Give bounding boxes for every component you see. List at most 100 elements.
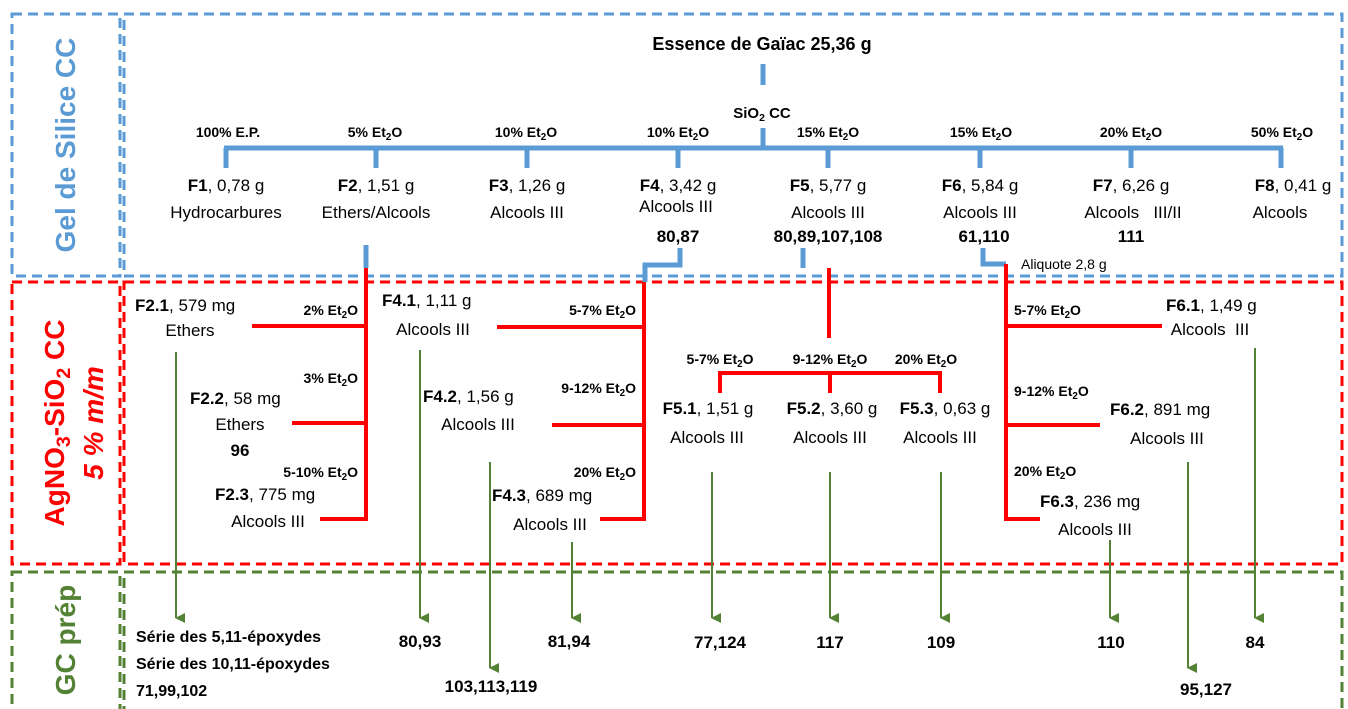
subfraction-id: F2.2 <box>190 389 225 408</box>
aliquote-label: Aliquote 2,8 g <box>1021 256 1107 272</box>
subfraction-id: F2.3 <box>215 485 250 504</box>
gc-result-7: 110 <box>1097 633 1125 652</box>
eluent-f4-3: 20% Et2O <box>573 464 636 483</box>
eluent-f4-1: 5-7% Et2O <box>569 302 636 321</box>
gc-result-5: 117 <box>816 633 844 652</box>
fraction-f3-class: Alcools III <box>490 203 564 222</box>
fraction-f6-compounds: 61,110 <box>958 227 1010 246</box>
fraction-f3: F3, 1,26 g <box>489 176 566 196</box>
subfraction-mass: , 1,51 g <box>696 399 754 418</box>
fraction-mass: , 0,41 g <box>1274 176 1332 195</box>
fraction-id: F3 <box>488 176 509 195</box>
eluent-f1: 100% E.P. <box>195 124 261 140</box>
subfraction-f6-1: F6.1, 1,49 g <box>1166 296 1257 316</box>
gc-result-2: 103,113,119 <box>444 677 538 696</box>
fraction-mass: , 5,84 g <box>961 176 1019 195</box>
subfraction-mass: , 1,11 g <box>416 291 472 310</box>
fraction-f8-class: Alcools <box>1252 203 1308 222</box>
subfraction-id: F6.3 <box>1040 492 1075 511</box>
subfraction-mass: , 579 mg <box>169 296 236 315</box>
gc-result-9: 84 <box>1245 633 1265 652</box>
subfraction-f4-2-class: Alcools III <box>441 415 515 434</box>
fraction-f5-class: Alcools III <box>791 203 865 222</box>
subfraction-id: F6.1 <box>1166 296 1201 315</box>
subfraction-f2-2-compounds: 96 <box>230 441 250 460</box>
fraction-f6: F6, 5,84 g <box>942 176 1019 196</box>
subfraction-f2-2: F2.2, 58 mg <box>190 389 281 409</box>
subfraction-mass: , 775 mg <box>249 485 316 504</box>
subfraction-id: F6.2 <box>1110 400 1145 419</box>
subfraction-f4-1-class: Alcools III <box>396 320 470 339</box>
subfraction-f2-2-class: Ethers <box>215 415 265 434</box>
subfraction-mass: , 1,49 g <box>1200 296 1257 315</box>
fraction-f5-compounds: 80,89,107,108 <box>773 227 883 246</box>
subfraction-mass: , 891 mg <box>1144 400 1211 419</box>
fraction-f2-class: Ethers/Alcools <box>321 203 431 222</box>
fraction-id: F1 <box>187 176 208 195</box>
eluent-f5: 15% Et2O <box>796 124 860 143</box>
subfraction-f4-3-class: Alcools III <box>513 515 587 534</box>
fraction-f7: F7, 6,26 g <box>1093 176 1170 196</box>
fraction-mass: , 6,26 g <box>1112 176 1170 195</box>
eluent-f2-1: 2% Et2O <box>303 302 358 321</box>
gc-epoxy-series-2: Série des 10,11-époxydes <box>136 656 330 673</box>
eluent-f6-3: 20% Et2O <box>1014 463 1077 482</box>
gc-result-4: 77,124 <box>694 633 746 652</box>
subfraction-mass: , 58 mg <box>224 389 281 408</box>
fraction-f4: F4, 3,42 g <box>640 176 717 196</box>
subfraction-mass: , 3,60 g <box>820 399 878 418</box>
eluent-f7: 20% Et2O <box>1099 124 1163 143</box>
subfraction-f5-2: F5.2, 3,60 g <box>787 399 878 419</box>
fraction-mass: , 1,51 g <box>357 176 415 195</box>
subfraction-mass: , 689 mg <box>526 486 593 505</box>
eluent-f4-2: 9-12% Et2O <box>561 380 636 399</box>
subfraction-mass: , 0,63 g <box>933 399 991 418</box>
fraction-mass: , 1,26 g <box>508 176 566 195</box>
agno3-trees <box>252 264 1162 521</box>
eluent-f5-3: 20% Et2O <box>894 351 958 370</box>
fraction-id: F6 <box>941 176 962 195</box>
gc-arrows <box>175 348 1264 673</box>
fraction-id: F8 <box>1254 176 1275 195</box>
subfraction-f6-3: F6.3, 236 mg <box>1040 492 1140 512</box>
subfraction-f6-2-class: Alcools III <box>1130 429 1204 448</box>
fraction-id: F7 <box>1092 176 1113 195</box>
gc-section-label: GC prép <box>50 584 81 696</box>
fraction-f4-class: Alcools III <box>639 197 713 216</box>
fraction-f5: F5, 5,77 g <box>790 176 867 196</box>
eluent-f2-2: 3% Et2O <box>303 370 358 389</box>
subfraction-f5-3: F5.3, 0,63 g <box>900 399 991 419</box>
fraction-f8: F8, 0,41 g <box>1255 176 1332 196</box>
subfraction-f2-1-class: Ethers <box>165 321 215 340</box>
subfraction-f5-2-class: Alcools III <box>793 428 867 447</box>
subfraction-f6-2: F6.2, 891 mg <box>1110 400 1210 420</box>
essential-oil-title: Essence de Gaïac 25,36 g <box>652 34 872 54</box>
gc-result-8: 95,127 <box>1180 680 1232 699</box>
fraction-f6-class: Alcools III <box>943 203 1017 222</box>
fraction-f4-compounds: 80,87 <box>656 227 700 246</box>
subfraction-mass: , 1,56 g <box>457 387 514 406</box>
fraction-id: F4 <box>639 176 660 195</box>
fraction-f2: F2, 1,51 g <box>338 176 415 196</box>
eluent-f6: 15% Et2O <box>949 124 1013 143</box>
gc-result-1: 80,93 <box>398 632 442 651</box>
eluent-f3: 10% Et2O <box>494 124 558 143</box>
subfraction-mass: , 236 mg <box>1074 492 1141 511</box>
agno3-section-frame <box>10 280 1344 566</box>
subfraction-id: F5.2 <box>786 399 821 418</box>
subfraction-f4-1: F4.1, 1,11 g <box>382 291 471 311</box>
eluent-f8: 50% Et2O <box>1250 124 1314 143</box>
agno3-section-label: AgNO3-SiO2 CC <box>39 320 75 527</box>
subfraction-id: F5.1 <box>662 399 697 418</box>
fraction-f7-compounds: 111 <box>1117 227 1145 246</box>
subfraction-id: F2.1 <box>135 296 170 315</box>
subfraction-f2-3-class: Alcools III <box>231 512 305 531</box>
subfraction-f2-1: F2.1, 579 mg <box>135 296 235 316</box>
fraction-f1: F1, 0,78 g <box>188 176 265 196</box>
gc-epoxy-compounds: 71,99,102 <box>136 683 208 700</box>
subfraction-f2-3: F2.3, 775 mg <box>215 485 315 505</box>
fraction-mass: , 3,42 g <box>659 176 717 195</box>
fraction-f1-class: Hydrocarbures <box>170 203 282 222</box>
